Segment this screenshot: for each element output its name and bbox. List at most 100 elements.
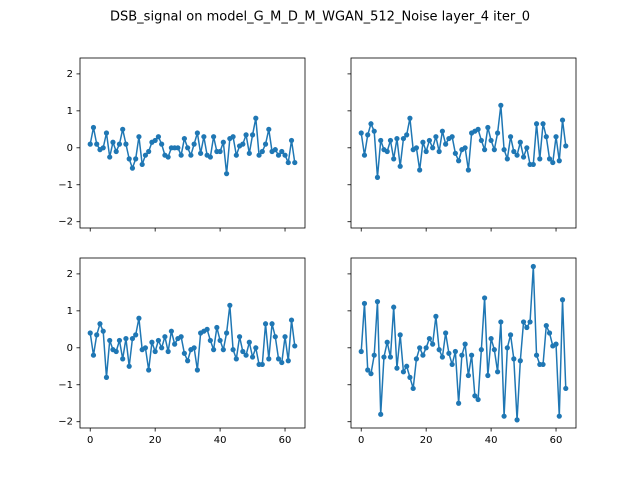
data-point [288,137,295,144]
data-point [272,147,278,153]
y-tick-label: −2 [58,417,73,428]
data-point [113,348,119,355]
data-point [482,295,488,301]
data-point [546,330,553,336]
data-point [488,335,494,342]
data-point [266,356,272,362]
data-point [120,356,126,362]
data-point [550,159,556,166]
data-point [361,300,368,307]
data-point [358,130,364,136]
data-point [384,148,390,155]
data-point [275,152,282,158]
data-point [155,134,162,140]
data-point [417,167,423,173]
data-point [504,156,510,162]
data-point [97,321,103,327]
x-tick-label: 0 [358,435,364,446]
data-point [240,348,246,355]
data-point [243,352,249,358]
data-point [185,145,191,151]
data-point [368,371,374,377]
data-point [478,347,484,353]
data-point [443,141,449,147]
data-point [469,352,475,358]
data-point [423,345,429,351]
data-point [194,367,200,373]
data-point [494,369,501,375]
data-point [159,345,165,351]
data-point [214,324,220,331]
data-point [436,148,442,155]
data-point [259,148,265,155]
data-point [494,130,501,136]
data-point [407,374,413,380]
data-point [485,372,491,379]
x-tick-label: 20 [149,435,162,446]
data-point [282,152,288,158]
data-point [272,334,278,340]
data-point [201,134,207,140]
data-point [282,334,288,340]
data-point [420,139,426,145]
data-point [292,343,298,349]
y-tick-label: 1 [67,306,73,317]
data-point [103,374,110,380]
data-point [233,152,239,158]
data-point [230,347,236,353]
data-point [498,102,504,108]
data-point [394,135,400,142]
data-point [243,132,249,138]
data-point [129,335,136,342]
data-point [361,152,368,158]
data-point [397,163,403,169]
data-point [511,356,517,362]
data-point [446,350,452,356]
data-point [288,317,295,323]
data-point [553,134,559,140]
data-point [537,156,543,162]
data-point [472,393,478,399]
data-point [514,152,520,158]
data-point [517,358,523,364]
data-point [116,141,123,147]
data-point [142,152,149,158]
data-point [136,315,142,321]
data-point [249,132,256,138]
data-point [285,358,291,364]
data-point [404,132,410,138]
data-point [175,145,181,151]
data-point [514,417,520,423]
data-point [220,347,226,353]
data-point [488,137,494,144]
data-point [152,137,158,144]
data-point [107,337,113,344]
data-point [413,145,420,151]
data-point [113,148,119,155]
data-point [149,339,155,345]
data-point [94,141,100,147]
data-point [146,148,152,155]
data-point [194,130,200,136]
y-tick-label: 0 [67,343,73,354]
data-point [530,161,536,168]
data-point [358,348,364,355]
data-point [439,128,445,134]
data-point [207,337,213,344]
data-point [246,150,252,156]
data-point [126,363,132,369]
data-point [530,263,536,270]
data-point [100,328,106,334]
data-point [407,115,413,121]
data-point [491,147,497,153]
data-point [433,134,439,140]
data-point [211,134,217,140]
data-point [524,145,530,151]
data-point [253,115,259,121]
data-point [553,341,559,347]
data-point [394,365,400,371]
axes-frame [350,257,577,429]
data-point [227,302,233,308]
